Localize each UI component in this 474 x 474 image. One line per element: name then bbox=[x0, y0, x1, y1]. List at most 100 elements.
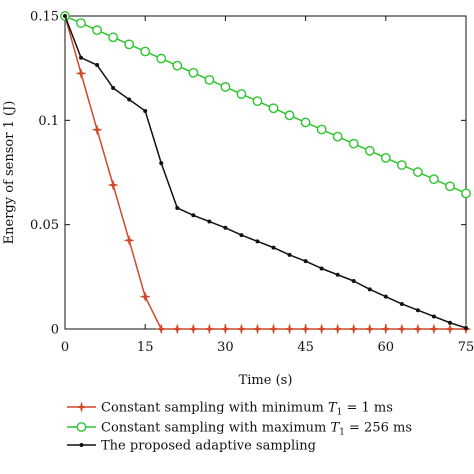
data-point bbox=[396, 323, 408, 335]
data-point bbox=[332, 131, 343, 142]
data-point bbox=[92, 25, 102, 36]
data-point bbox=[315, 323, 328, 335]
data-point bbox=[335, 272, 340, 277]
x-tick-label: 45 bbox=[297, 340, 314, 355]
data-point bbox=[251, 323, 264, 335]
data-point bbox=[76, 18, 86, 28]
data-point bbox=[155, 323, 167, 335]
data-point bbox=[316, 124, 327, 135]
data-point bbox=[111, 85, 116, 90]
data-point bbox=[268, 103, 279, 114]
data-point bbox=[300, 117, 311, 128]
data-point bbox=[428, 323, 440, 335]
legend-label: Constant sampling with maximum T1 = 256 … bbox=[101, 421, 412, 438]
data-point bbox=[348, 138, 359, 149]
data-point bbox=[267, 323, 280, 335]
data-point bbox=[331, 323, 344, 335]
x-tick-label: 30 bbox=[217, 340, 234, 355]
data-point bbox=[445, 181, 455, 192]
y-tick-label: 0.15 bbox=[30, 10, 59, 25]
data-point bbox=[271, 245, 276, 250]
data-point bbox=[431, 314, 436, 319]
data-point bbox=[396, 160, 407, 170]
series-1 bbox=[59, 10, 472, 335]
y-tick-label: 0.1 bbox=[38, 114, 59, 129]
data-point bbox=[204, 74, 215, 85]
data-point bbox=[171, 323, 183, 335]
data-point bbox=[429, 174, 439, 185]
data-point bbox=[283, 323, 296, 335]
data-point bbox=[412, 167, 423, 177]
legend-item-3: The proposed adaptive sampling bbox=[67, 439, 316, 454]
data-point bbox=[203, 323, 216, 335]
legend-label: The proposed adaptive sampling bbox=[101, 439, 316, 454]
data-point bbox=[107, 179, 119, 191]
data-point bbox=[252, 96, 263, 107]
legend-marker bbox=[75, 401, 88, 413]
data-point bbox=[351, 279, 356, 284]
data-point bbox=[172, 60, 183, 71]
x-tick-label: 15 bbox=[137, 340, 154, 355]
series-layer bbox=[59, 10, 472, 335]
data-point bbox=[207, 219, 212, 224]
data-point bbox=[464, 325, 468, 330]
data-point bbox=[220, 82, 231, 92]
data-point bbox=[255, 239, 260, 244]
legend: Constant sampling with minimum T1 = 1 ms… bbox=[67, 401, 412, 454]
legend-label: Constant sampling with minimum T1 = 1 ms bbox=[101, 401, 393, 418]
x-tick-label: 75 bbox=[458, 340, 474, 355]
data-point bbox=[191, 213, 196, 218]
series-2 bbox=[60, 11, 471, 199]
data-point bbox=[219, 323, 232, 335]
data-point bbox=[188, 67, 199, 78]
data-point bbox=[412, 323, 424, 335]
data-point bbox=[156, 53, 167, 64]
data-point bbox=[383, 294, 388, 299]
series-line bbox=[64, 15, 467, 329]
data-point bbox=[187, 323, 200, 335]
data-point bbox=[284, 110, 295, 121]
y-tick-label: 0 bbox=[51, 323, 59, 338]
data-point bbox=[239, 233, 244, 238]
data-point bbox=[175, 205, 180, 210]
data-point bbox=[461, 188, 471, 199]
plot-area-frame bbox=[64, 15, 467, 330]
data-point bbox=[367, 287, 372, 292]
data-point bbox=[380, 323, 392, 335]
data-point bbox=[140, 46, 151, 57]
legend-marker bbox=[76, 422, 87, 432]
data-point bbox=[75, 67, 87, 80]
data-point bbox=[63, 14, 67, 18]
data-point bbox=[399, 301, 404, 306]
data-point bbox=[299, 323, 312, 335]
data-point bbox=[143, 108, 148, 113]
x-tick-label: 60 bbox=[378, 340, 395, 355]
data-point bbox=[127, 97, 132, 102]
x-tick-label: 0 bbox=[61, 340, 69, 355]
data-point bbox=[287, 252, 292, 257]
data-point bbox=[380, 152, 391, 163]
data-point bbox=[159, 161, 164, 166]
legend-item-1: Constant sampling with minimum T1 = 1 ms bbox=[67, 401, 393, 418]
data-point bbox=[444, 323, 456, 335]
data-point bbox=[91, 124, 103, 136]
data-point bbox=[95, 63, 100, 68]
data-point bbox=[364, 145, 375, 156]
data-point bbox=[223, 225, 228, 230]
x-axis-label: Time (s) bbox=[239, 373, 293, 388]
legend-item-2: Constant sampling with maximum T1 = 256 … bbox=[67, 421, 412, 438]
legend-marker bbox=[79, 443, 84, 447]
data-point bbox=[236, 89, 247, 99]
data-point bbox=[415, 308, 420, 313]
data-point bbox=[447, 320, 452, 325]
data-point bbox=[364, 323, 376, 335]
data-point bbox=[139, 290, 151, 303]
data-point bbox=[303, 259, 308, 264]
data-point bbox=[123, 234, 135, 247]
axis-ticks: 0 15 30 45 60 75 0 0.05 0.1 0.15 bbox=[30, 10, 474, 356]
y-tick-label: 0.05 bbox=[30, 218, 59, 233]
data-point bbox=[124, 39, 135, 50]
series-line bbox=[64, 15, 466, 330]
series-3 bbox=[63, 14, 468, 330]
